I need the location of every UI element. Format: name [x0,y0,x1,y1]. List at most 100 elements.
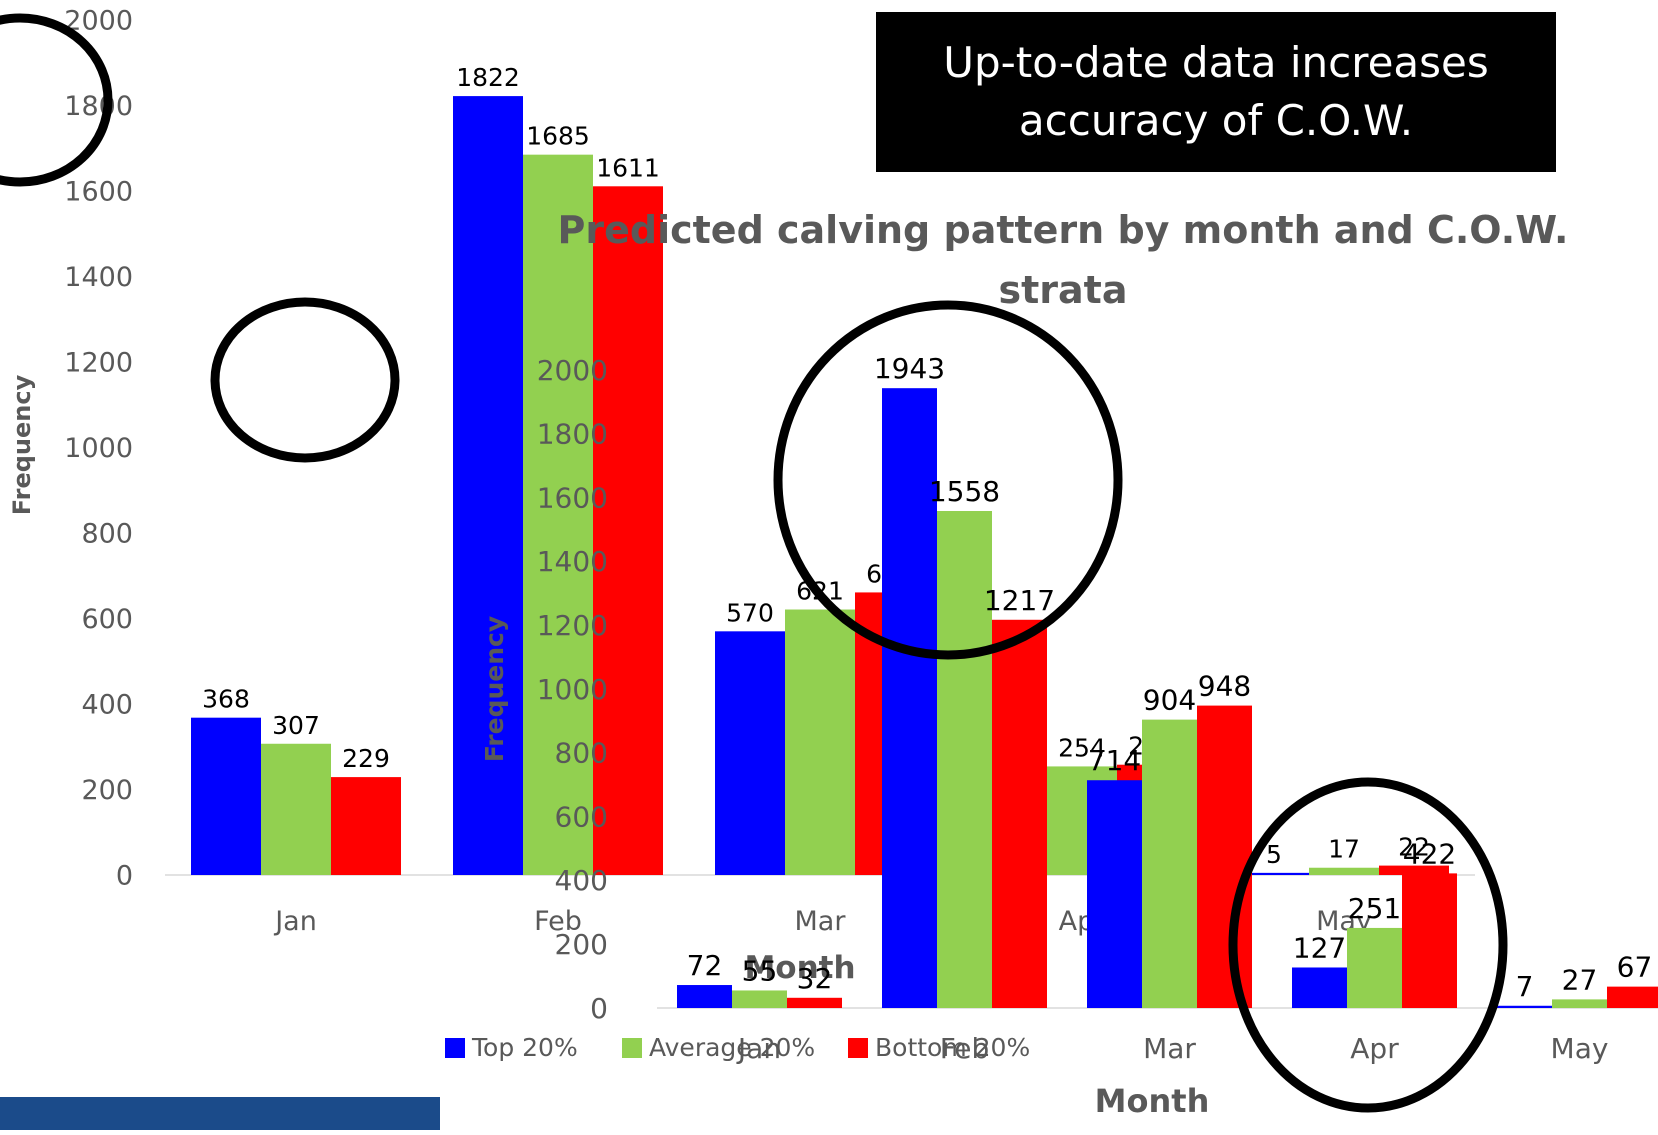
data-label: 904 [1143,684,1196,717]
data-label: 1685 [526,122,590,151]
data-label: 1611 [596,153,660,182]
bar [593,186,663,876]
bar [1552,999,1607,1008]
x-tick-label: Apr [1350,1032,1399,1065]
bar [1142,719,1197,1008]
bar [785,609,855,875]
y-tick-label: 400 [81,689,133,720]
bar [1607,986,1658,1008]
callout-box: Up-to-date data increases accuracy of C.… [876,12,1556,172]
y-tick-label: 1400 [537,545,608,578]
data-label: 307 [272,711,320,740]
y-tick-label: 200 [81,775,133,806]
data-label: 32 [797,962,833,995]
bar [1379,865,1449,875]
y-tick-label: 1000 [64,433,133,464]
data-label: 1217 [984,584,1055,617]
data-label: 127 [1293,931,1346,964]
x-tick-label: Jan [273,906,317,937]
data-label: 948 [1198,670,1251,703]
x-tick-label: Mar [795,906,847,937]
bar [1239,872,1309,875]
data-label: 229 [342,744,390,773]
chart-title: Predicted calving pattern by month and C… [558,208,1569,312]
y-tick-label: 0 [116,860,133,891]
y-tick-label: 1600 [537,481,608,514]
y-tick-label: 1200 [537,609,608,642]
y-tick-label: 1800 [64,91,133,122]
x-axis-title: Month [744,950,855,986]
bar [1292,967,1347,1008]
chart-title-line-2: strata [999,268,1128,312]
data-label: 55 [742,954,778,987]
data-label: 7 [1516,970,1534,1003]
bar [1087,780,1142,1008]
data-label: 1822 [456,63,520,92]
y-tick-label: 600 [555,800,608,833]
x-tick-label: Jan [736,1032,781,1065]
legend-label: Bottom 20% [875,1033,1030,1062]
bar [261,743,331,875]
legend-swatch [622,1038,642,1058]
y-tick-label: 0 [590,992,608,1025]
bar [523,154,593,876]
y-tick-label: 800 [555,737,608,770]
x-tick-label: Mar [1143,1032,1196,1065]
y-tick-label: 1200 [64,347,133,378]
y-tick-label: 400 [555,864,608,897]
data-label: 251 [1348,892,1401,925]
bar [677,985,732,1008]
data-label: 22 [1398,833,1430,862]
bar [787,997,842,1008]
highlight-circle [773,300,1123,660]
highlight-circle [0,13,113,187]
bar [191,717,261,875]
callout-line-2: accuracy of C.O.W. [1018,96,1414,145]
data-label: 254 [1058,733,1106,762]
bar [715,631,785,875]
legend-label: Top 20% [471,1033,578,1062]
y-tick-label: 200 [555,928,608,961]
callout-line-1: Up-to-date data increases [943,38,1489,87]
data-label: 17 [1328,835,1360,864]
highlight-circle [1228,777,1508,1113]
y-tick-label: 1800 [537,418,608,451]
bar [882,388,937,1009]
data-label: 422 [1403,837,1456,870]
legend-swatch [848,1038,868,1058]
data-label: 714 [1088,744,1141,777]
data-label: 368 [202,685,250,714]
bar [937,510,992,1008]
data-label: 570 [726,598,774,627]
x-tick-label: May [1551,1032,1609,1065]
y-axis-title: Frequency [480,616,509,762]
data-label: 1558 [929,475,1000,508]
y-tick-label: 600 [81,604,133,635]
bar [992,619,1047,1008]
chart-title-line-1: Predicted calving pattern by month and C… [558,208,1569,252]
bar [1497,1005,1552,1008]
y-tick-label: 800 [81,518,133,549]
highlight-circle [210,297,400,463]
bar [1197,705,1252,1008]
bar [732,990,787,1008]
y-tick-label: 1400 [64,262,133,293]
x-tick-label: Feb [534,906,582,937]
y-tick-label: 1600 [64,176,133,207]
y-tick-label: 1000 [537,673,608,706]
bar [331,777,401,875]
legend-swatch [445,1038,465,1058]
data-label: 1943 [874,352,945,385]
footer-accent-bar [0,1097,440,1130]
bar [453,96,523,876]
bar [1309,867,1379,875]
legend-label: Average 20% [649,1033,815,1062]
data-label: 5 [1266,840,1282,869]
bar [1347,927,1402,1008]
bar [1402,873,1457,1008]
data-label: 27 [1562,963,1598,996]
x-tick-label: Feb [940,1032,990,1065]
